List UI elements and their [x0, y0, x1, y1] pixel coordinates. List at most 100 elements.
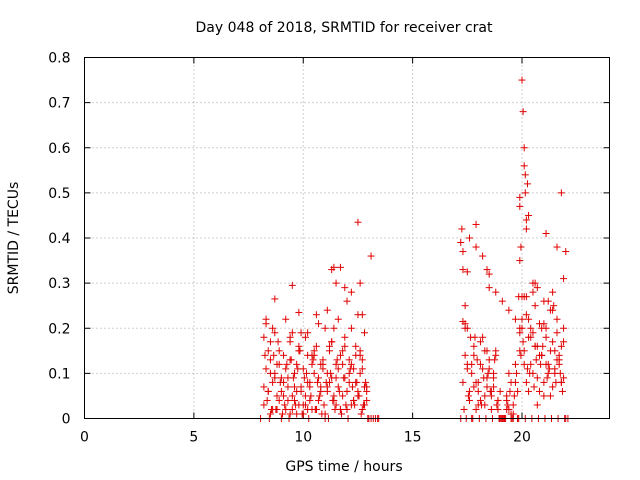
- data-point: [350, 396, 358, 404]
- data-point: [262, 320, 270, 328]
- y-tick-label: 0.4: [48, 231, 70, 247]
- data-point: [341, 333, 349, 341]
- data-point: [306, 383, 314, 391]
- data-point: [330, 324, 338, 332]
- data-point: [505, 306, 513, 314]
- data-point: [537, 360, 545, 368]
- data-point: [334, 365, 342, 373]
- data-point: [472, 220, 480, 228]
- data-point: [543, 374, 551, 382]
- data-point: [533, 374, 541, 382]
- data-point: [460, 405, 468, 413]
- data-point: [323, 306, 331, 314]
- data-point: [286, 333, 294, 341]
- data-point: [468, 360, 476, 368]
- data-point: [338, 410, 346, 418]
- data-point: [498, 297, 506, 305]
- data-point: [334, 315, 342, 323]
- data-point: [303, 369, 311, 377]
- data-point: [515, 293, 523, 301]
- data-point: [336, 263, 344, 271]
- data-point: [297, 329, 305, 337]
- data-point: [351, 401, 359, 409]
- data-point: [527, 324, 535, 332]
- y-tick-label: 0.1: [48, 366, 70, 382]
- data-point: [291, 396, 298, 404]
- data-point: [526, 369, 534, 377]
- y-tick-label: 0.8: [48, 51, 70, 67]
- data-point: [261, 351, 269, 359]
- data-point: [540, 392, 548, 400]
- x-tick-label: 10: [294, 430, 312, 446]
- data-point: [520, 360, 528, 368]
- data-point: [355, 392, 363, 400]
- data-point: [322, 378, 330, 386]
- data-point: [513, 369, 521, 377]
- data-point: [470, 351, 478, 359]
- data-point: [525, 211, 533, 219]
- data-point: [274, 338, 282, 346]
- data-point: [560, 338, 568, 346]
- data-point: [329, 396, 337, 404]
- data-point: [490, 383, 498, 391]
- data-point: [458, 225, 466, 233]
- data-point: [328, 338, 336, 346]
- data-point: [538, 351, 546, 359]
- data-point: [318, 410, 326, 418]
- data-point: [484, 369, 492, 377]
- data-point: [341, 342, 349, 350]
- data-point: [542, 324, 550, 332]
- data-point: [529, 329, 537, 337]
- data-point: [461, 351, 469, 359]
- data-point: [288, 281, 296, 289]
- data-point: [551, 369, 559, 377]
- data-point: [557, 342, 565, 350]
- data-point: [333, 356, 341, 364]
- data-point: [523, 365, 531, 373]
- data-point: [503, 405, 511, 413]
- data-point: [320, 401, 328, 409]
- data-point: [532, 356, 540, 364]
- data-point: [483, 383, 491, 391]
- data-point: [472, 243, 480, 251]
- data-point: [549, 288, 557, 296]
- data-point: [459, 248, 467, 256]
- data-point: [518, 315, 526, 323]
- data-point: [476, 360, 484, 368]
- data-point: [546, 347, 554, 355]
- data-point: [307, 392, 315, 400]
- data-point: [269, 378, 277, 386]
- data-point: [516, 193, 524, 201]
- data-point: [476, 338, 484, 346]
- data-point: [487, 405, 495, 413]
- data-point: [280, 351, 288, 359]
- data-point: [470, 342, 478, 350]
- data-point: [525, 333, 533, 341]
- data-point: [276, 378, 284, 386]
- data-point: [544, 369, 552, 377]
- data-point: [517, 243, 525, 251]
- data-point: [286, 410, 294, 418]
- data-point: [529, 288, 537, 296]
- data-point: [557, 189, 565, 197]
- data-point: [347, 324, 355, 332]
- data-point: [520, 162, 528, 170]
- data-point: [503, 396, 511, 404]
- data-point: [483, 266, 491, 274]
- data-point: [478, 401, 486, 409]
- data-point: [275, 360, 283, 368]
- data-point: [519, 338, 527, 346]
- data-point: [282, 365, 290, 373]
- data-point: [260, 333, 268, 341]
- data-point: [272, 405, 280, 413]
- data-point: [531, 342, 539, 350]
- data-point: [468, 369, 476, 377]
- data-point: [496, 387, 504, 395]
- x-tick-label: 15: [404, 430, 422, 446]
- data-point: [346, 365, 354, 373]
- data-point: [260, 383, 268, 391]
- data-point: [533, 284, 541, 292]
- data-point: [291, 383, 298, 391]
- data-point: [326, 342, 333, 350]
